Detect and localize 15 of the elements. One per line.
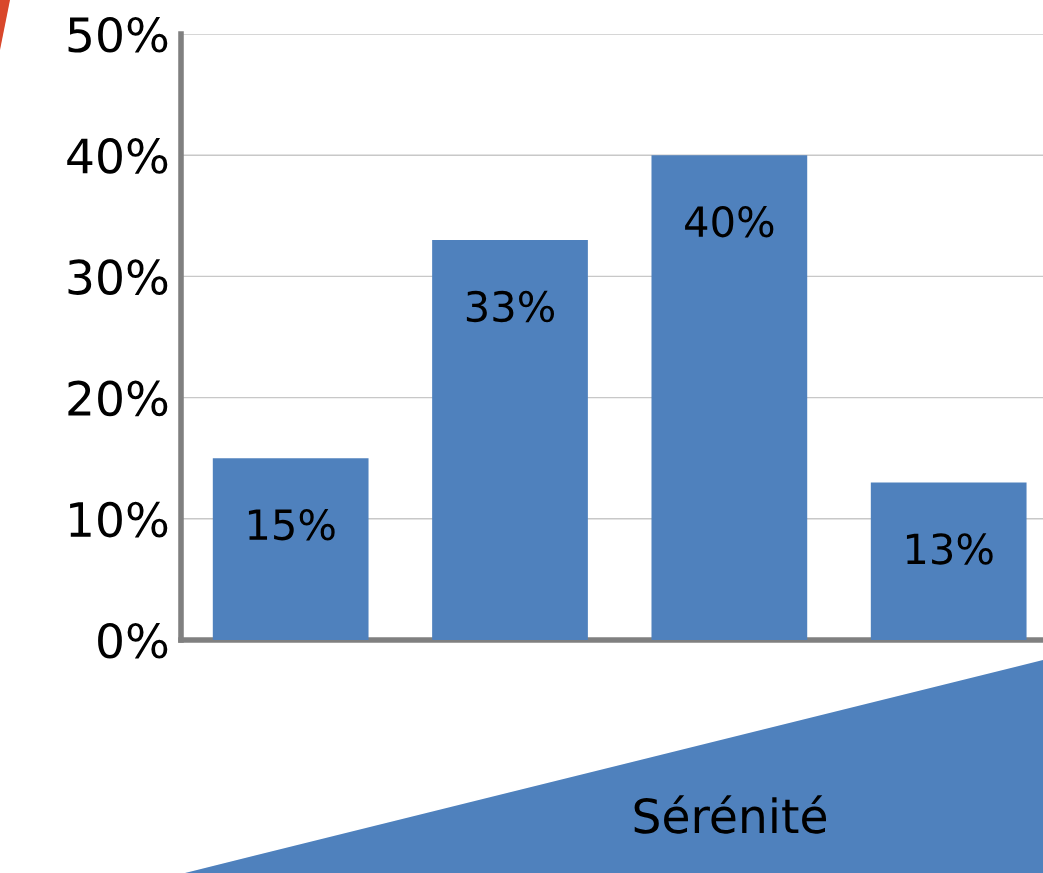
y-tick-label: 30%: [68, 259, 168, 296]
y-tick-label: 20%: [68, 380, 168, 417]
data-label: 33%: [466, 290, 555, 323]
bar: [432, 240, 588, 640]
y-tick-label: 10%: [70, 501, 168, 538]
y-tick-label: 50%: [68, 16, 168, 53]
y-tick-label: 0%: [98, 622, 168, 659]
data-label: 13%: [906, 533, 993, 565]
data-label: 40%: [685, 205, 774, 238]
bar: [651, 155, 808, 640]
x-axis-title: Sérénité: [634, 795, 827, 834]
y-tick-label: 40%: [67, 138, 168, 174]
data-label: 15%: [248, 508, 335, 541]
bar: [212, 458, 369, 640]
bar: [870, 482, 1027, 640]
